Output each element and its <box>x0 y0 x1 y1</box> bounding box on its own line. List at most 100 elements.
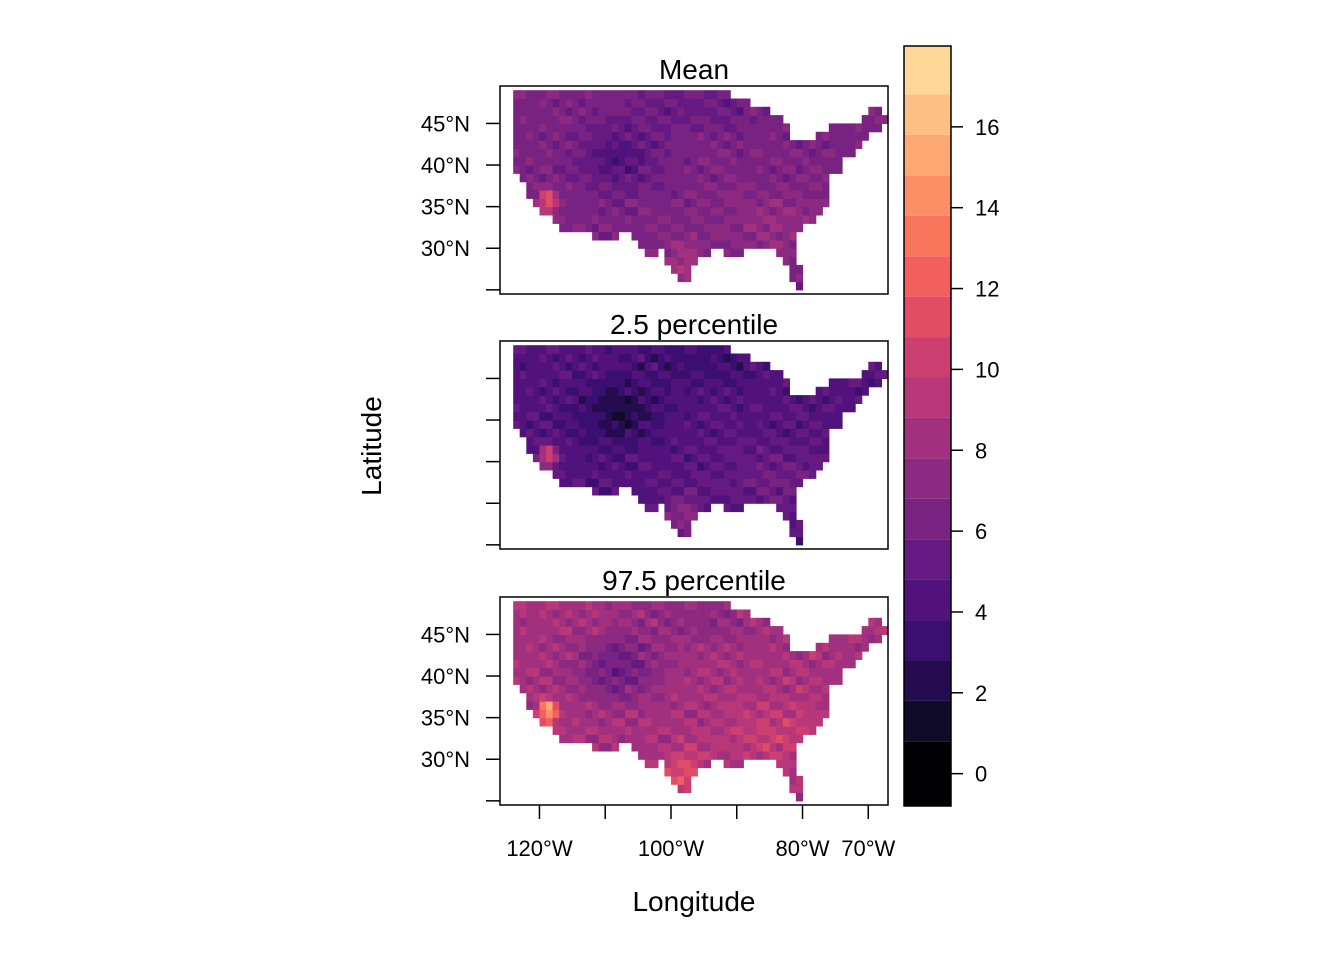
map-cell <box>638 353 646 363</box>
map-cell <box>881 370 889 379</box>
map-cell <box>677 428 685 438</box>
map-cell <box>585 106 593 116</box>
map-cell <box>710 609 718 619</box>
map-cell <box>749 403 758 413</box>
map-cell <box>822 642 830 652</box>
map-cell <box>585 90 593 100</box>
map-cell <box>703 361 712 371</box>
map-cell <box>664 90 672 100</box>
map-cell <box>644 395 652 404</box>
map-cell <box>795 701 804 710</box>
map-cell <box>697 642 705 652</box>
map-cell <box>651 428 659 438</box>
map-cell <box>657 436 665 446</box>
map-cell <box>736 370 744 379</box>
map-cell <box>664 239 672 249</box>
map-cell <box>684 353 692 363</box>
map-cell <box>644 734 652 744</box>
map-cell <box>730 370 738 379</box>
map-cell <box>513 617 521 627</box>
map-cell <box>743 98 751 108</box>
map-cell <box>723 148 731 158</box>
map-cell <box>651 370 659 379</box>
map-cell <box>644 759 652 769</box>
map-cell <box>710 411 718 421</box>
map-cell <box>578 478 587 488</box>
map-cell <box>592 386 600 396</box>
map-cell <box>585 709 593 719</box>
map-cell <box>631 173 639 183</box>
map-cell <box>578 181 587 191</box>
map-cell <box>743 156 751 166</box>
map-cell <box>671 709 679 719</box>
map-cell <box>822 659 830 669</box>
map-cell <box>763 659 771 669</box>
map-cell <box>703 370 712 379</box>
map-cell <box>809 667 817 677</box>
map-cell <box>822 436 830 446</box>
map-cell <box>703 173 712 183</box>
map-cell <box>565 165 573 174</box>
map-cell <box>657 717 665 727</box>
map-cell <box>736 759 744 769</box>
map-cell <box>723 223 731 233</box>
map-cell <box>677 198 685 208</box>
map-cell <box>526 90 534 100</box>
map-cell <box>671 701 679 710</box>
map-cell <box>664 742 672 752</box>
map-cell <box>644 453 652 463</box>
map-cell <box>651 684 659 694</box>
map-cell <box>598 370 606 379</box>
map-cell <box>638 684 646 694</box>
map-cell <box>644 742 652 752</box>
map-cell <box>828 642 836 652</box>
map-cell <box>592 198 600 208</box>
map-cell <box>697 190 705 199</box>
map-cell <box>697 248 705 258</box>
map-cell <box>671 659 679 669</box>
map-cell <box>723 445 731 454</box>
map-cell <box>677 676 685 685</box>
map-cell <box>710 115 718 124</box>
map-cell <box>519 370 527 379</box>
map-cell <box>756 709 764 719</box>
map-cell <box>756 140 764 149</box>
map-cell <box>611 231 619 241</box>
map-cell <box>743 148 751 158</box>
map-cell <box>585 165 593 174</box>
map-cell <box>585 634 593 644</box>
map-cell <box>730 692 738 702</box>
map-cell <box>815 717 823 727</box>
map-cell <box>578 734 587 744</box>
map-cell <box>565 601 573 611</box>
map-cell <box>776 494 784 504</box>
map-cell <box>855 642 863 652</box>
map-cell <box>710 634 718 644</box>
map-cell <box>703 90 712 100</box>
map-cell <box>795 536 804 546</box>
map-cell <box>782 256 790 266</box>
map-cell <box>526 173 534 183</box>
map-cell <box>690 215 698 224</box>
map-cell <box>572 411 580 421</box>
map-cell <box>730 106 738 116</box>
map-cell <box>572 378 580 388</box>
map-cell <box>749 370 758 379</box>
map-cell <box>684 239 692 249</box>
map-cell <box>717 395 725 404</box>
map-cell <box>868 361 876 371</box>
map-cell <box>763 642 771 652</box>
map-cell <box>690 165 698 174</box>
map-cell <box>624 148 633 158</box>
map-cell <box>697 215 705 224</box>
map-cell <box>763 709 771 719</box>
map-cell <box>769 215 777 224</box>
map-cell <box>519 634 527 644</box>
map-cell <box>671 734 679 744</box>
map-cell <box>703 131 712 141</box>
map-cell <box>730 642 738 652</box>
map-cell <box>743 181 751 191</box>
map-cell <box>638 461 646 471</box>
map-cell <box>703 750 712 760</box>
map-cell <box>631 181 639 191</box>
